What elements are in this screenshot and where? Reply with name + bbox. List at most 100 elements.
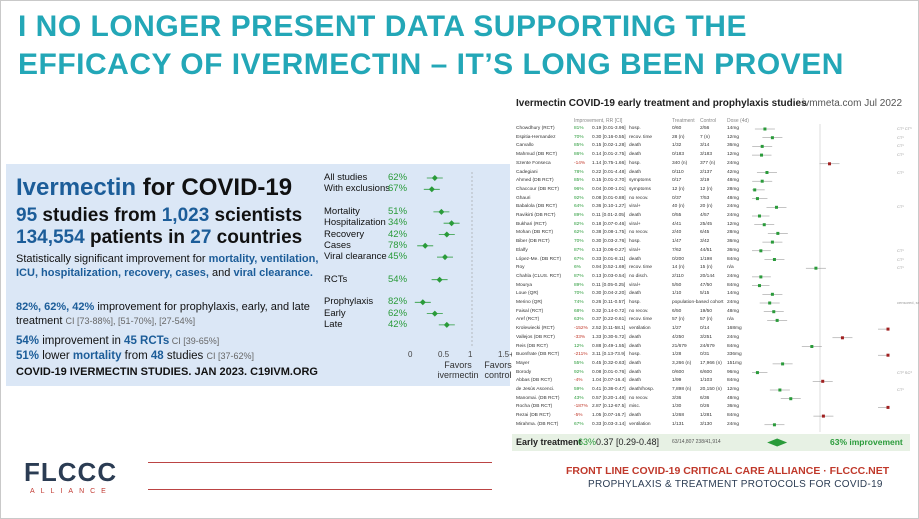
table-cell: Mourya — [516, 282, 532, 288]
table-row: Faisal (RCT) 68% 0.32 [0.14-0.72] no recov.… — [512, 309, 910, 315]
table-cell: 0.13 [0.03-0.54] — [592, 273, 626, 279]
table-row: Ahmed (DB RCT) 85% 0.15 [0.01-2.70] symptom… — [512, 178, 910, 184]
table-cell: Mohan (DB RCT) — [516, 230, 554, 236]
patients-text: patients in — [84, 227, 191, 248]
footer-rule-bottom — [148, 489, 492, 490]
table-cell: 62% — [574, 230, 584, 236]
table-cell: 1.33 [0.30-5.72] — [592, 334, 626, 340]
table-cell: 1/28 — [672, 352, 682, 358]
table-cell: no recov. — [629, 230, 649, 236]
table-cell: Aref (RCT) — [516, 317, 540, 323]
table-cell: 0.32 [0.14-0.72] — [592, 308, 626, 314]
mini-forest-svg — [414, 172, 473, 348]
table-cell: misc. — [629, 404, 641, 410]
mini-effect-marker — [428, 186, 435, 193]
table-cell: 0.94 [0.52-1.69] — [592, 265, 626, 271]
table-cell: 1/30 — [672, 404, 682, 410]
table-row: Rezai (DB RCT) -5% 1.05 [0.07-16.7] death 1/… — [512, 413, 910, 419]
table-cell: 0.08 [0.01-0.88] — [592, 195, 626, 201]
table-cell: 40 (n) — [672, 204, 685, 210]
table-cell: 63% — [574, 317, 584, 323]
table-cell: CT¹ — [897, 134, 904, 140]
table-cell: -5% — [574, 413, 583, 419]
table-cell: 168mg — [727, 326, 742, 332]
table-cell: 3,266 (n) — [672, 360, 692, 366]
mini-effect-marker — [438, 208, 445, 215]
table-cell: Espitia-Hernandez — [516, 134, 556, 140]
table-row: Bukhari (RCT) 82% 0.18 [0.07-0.46] viral+ 4/… — [512, 222, 910, 228]
table-cell: Vallejos (DB RCT) — [516, 334, 555, 340]
table-cell: 12mg — [727, 221, 739, 227]
table-cell: Loue (QR) — [516, 291, 539, 297]
header-treatment: Treatment — [672, 118, 695, 124]
table-cell: 15 (n) — [700, 265, 713, 271]
table-cell: 0.14 [0.01-2.75] — [592, 152, 626, 158]
scientists-count: 1,023 — [161, 205, 210, 226]
table-cell: 6/600 — [700, 369, 713, 375]
rct-pct: 54% — [16, 335, 40, 347]
table-cell: 81% — [574, 126, 584, 131]
table-row: Mahmud (DB RCT) 86% 0.14 [0.01-2.75] death 0… — [512, 152, 910, 158]
table-cell: 92% — [574, 369, 584, 375]
table-cell: 0.08 [0.01-0.76] — [592, 369, 626, 375]
study-table: Ivermectin COVID-19 early treatment and … — [512, 96, 919, 453]
table-cell: 67% — [574, 256, 584, 262]
table-cell: 0.33 [0.03-3.14] — [592, 421, 626, 427]
table-cell: 24mg — [727, 421, 739, 427]
table-title: Ivermectin COVID-19 early treatment and … — [516, 98, 807, 109]
table-cell: recov. time — [629, 134, 653, 140]
table-cell: 377 (n) — [700, 160, 716, 166]
table-row: Rocha (DB RCT) -187% 2.87 [0.12-67.5] misc.… — [512, 404, 910, 410]
mort-f: studies — [163, 350, 207, 362]
table-cell: 86% — [574, 152, 584, 158]
table-cell: 48mg — [727, 308, 739, 314]
table-cell: 0.30 [0.04-2.20] — [592, 291, 626, 297]
mort-word: mortality — [72, 350, 122, 362]
table-cell: 67% — [574, 421, 584, 427]
table-cell: 36mg — [727, 404, 739, 410]
table-cell: 12 (n) — [672, 186, 685, 192]
table-cell: 0/55 — [672, 213, 682, 218]
mini-row-label: Late — [324, 318, 343, 330]
table-cell: 0.18 [0.07-0.46] — [592, 221, 626, 227]
table-cell: 36mg — [727, 247, 739, 253]
table-cell: 2/40 — [672, 230, 682, 236]
table-cell: 84mg — [727, 256, 739, 262]
mort-b: lower — [39, 350, 73, 362]
table-cell: 28mg — [727, 186, 739, 192]
table-cell: 20 (n) — [700, 204, 713, 210]
table-cell: viral+ — [629, 221, 641, 227]
table-cell: 74% — [574, 300, 584, 305]
table-cell: 0/110 — [672, 169, 684, 175]
table-cell: death — [629, 360, 642, 366]
table-cell: recov. time — [629, 317, 653, 323]
table-cell: 17,966 (n) — [700, 360, 722, 366]
table-cell: 340 (n) — [672, 160, 688, 166]
table-cell: 24mg — [727, 213, 739, 218]
table-cell: 28 (n) — [672, 134, 685, 140]
studies-text: studies from — [37, 205, 162, 226]
table-cell: 0/37 — [672, 195, 682, 201]
table-row: Buonfrate (DB RCT) -211% 3.11 [0.13-73.9] h… — [512, 352, 910, 358]
table-row: Babalola (DB RCT) 64% 0.36 [0.10-1.27] vira… — [512, 204, 910, 210]
table-cell: -33% — [574, 334, 586, 340]
table-cell: 84mg — [727, 378, 739, 384]
table-cell: 0/17 — [672, 178, 682, 184]
table-cell: death — [629, 343, 642, 349]
table-cell: 0.11 [0.01-2.05] — [592, 213, 626, 218]
imp-ci: CI [73-88%], [51-70%], [27-54%] — [65, 316, 196, 326]
table-cell: Chaccour (DB RCT) — [516, 186, 559, 192]
table-cell: 3/183 — [700, 152, 713, 158]
sig-outcomes: mortality, ventilation, ICU, hospitaliza… — [16, 253, 319, 279]
table-cell: 1/281 — [700, 413, 713, 419]
table-cell: Krolewiecki (RCT) — [516, 326, 555, 332]
table-cell: 0.37 [0.22-0.61] — [592, 317, 626, 323]
table-cell: viral+ — [629, 282, 641, 288]
table-cell: 0/14 — [700, 326, 710, 332]
mini-row-pct: 62% — [388, 307, 408, 319]
table-cell: death — [629, 369, 642, 375]
table-cell: 24mg — [727, 300, 739, 305]
table-cell: 89% — [574, 213, 584, 218]
table-cell: 48mg — [727, 195, 739, 201]
mini-row-label: Viral clearance — [324, 251, 387, 263]
